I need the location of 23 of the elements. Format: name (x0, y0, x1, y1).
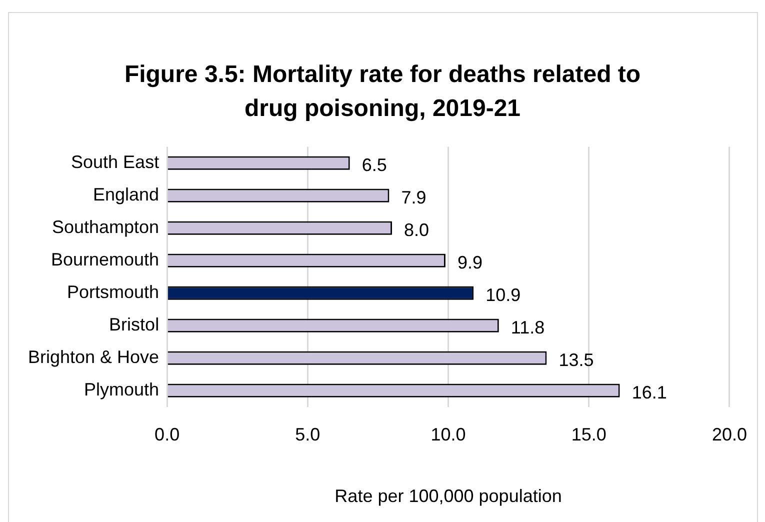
y-tick-label: Southampton (52, 217, 160, 238)
y-tick-label: South East (71, 152, 160, 172)
data-label: 6.5 (362, 155, 387, 176)
x-tick-label: 0.0 (154, 424, 180, 445)
data-label: 13.5 (558, 350, 594, 370)
data-label: 16.1 (632, 382, 667, 403)
y-tick-label: Bournemouth (50, 250, 160, 270)
x-tick-label: 5.0 (295, 424, 320, 445)
chart-title: Figure 3.5: Mortality rate for deaths related to drug poisoning, 2019-21 (123, 60, 642, 124)
data-label: 7.9 (401, 188, 426, 208)
y-tick-label: Portsmouth (67, 282, 160, 302)
data-label: 8.0 (404, 220, 430, 240)
y-tick-label: Plymouth (84, 380, 160, 400)
x-tick-label: 10.0 (430, 424, 466, 445)
data-label: 9.9 (457, 252, 482, 273)
data-label: 10.9 (486, 285, 521, 306)
x-axis-title: Rate per 100,000 population (334, 486, 562, 506)
y-tick-label: Bristol (109, 314, 160, 335)
y-tick-label: England (93, 184, 160, 205)
data-label: 11.8 (510, 318, 545, 338)
x-tick-label: 20.0 (712, 424, 748, 445)
y-tick-label: Brighton & Hove (28, 347, 160, 368)
x-tick-label: 15.0 (571, 424, 606, 445)
